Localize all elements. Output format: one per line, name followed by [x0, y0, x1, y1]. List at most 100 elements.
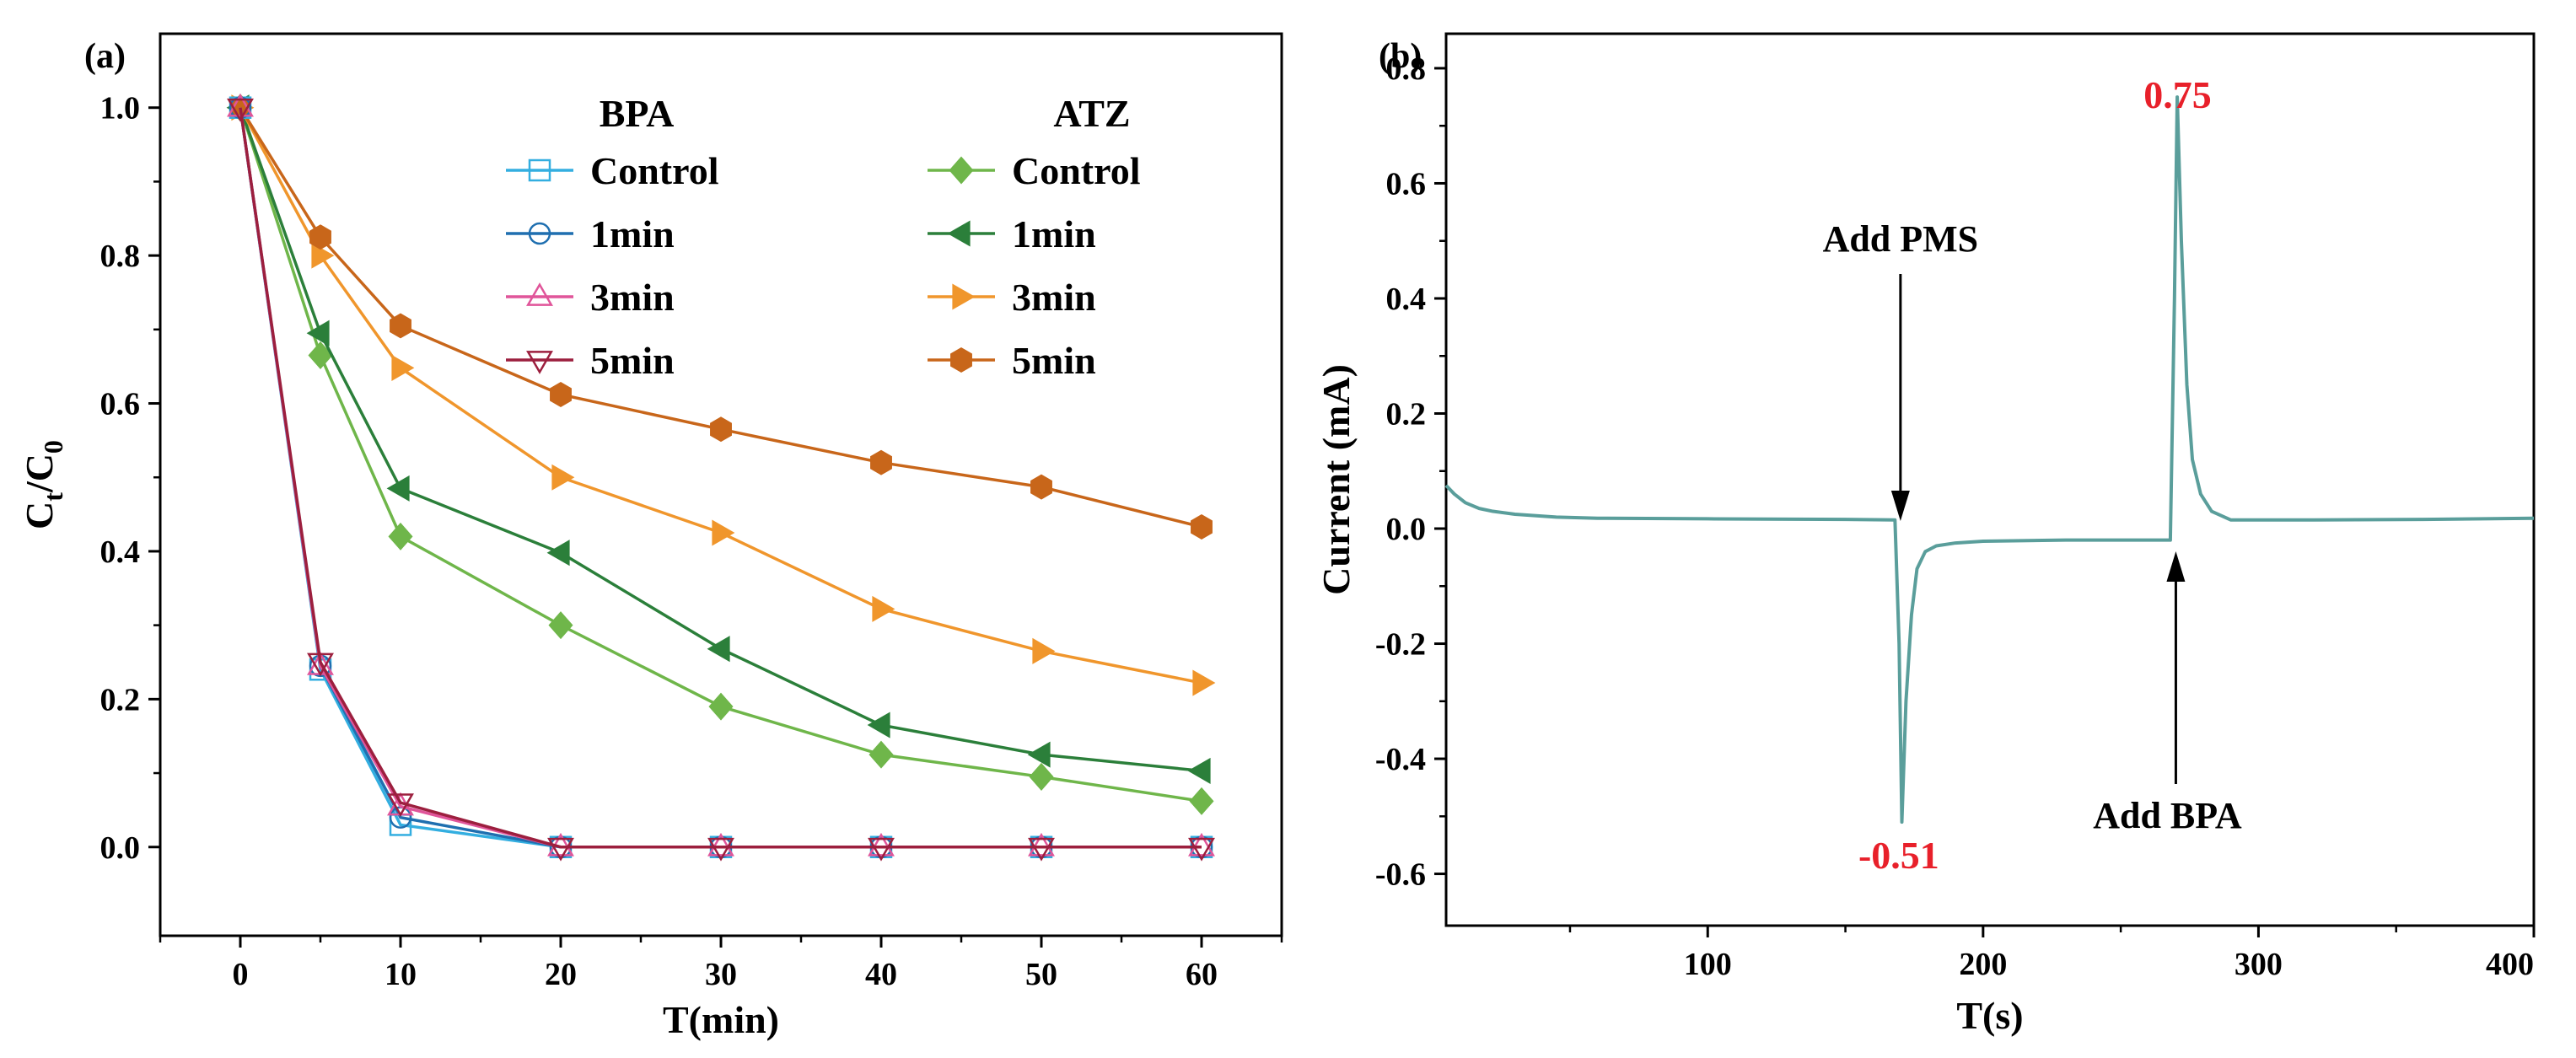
- legend-marker: [949, 156, 974, 185]
- y-tick-label: 0.2: [1386, 397, 1427, 432]
- data-point: [708, 692, 734, 721]
- panel-a-chart: (a) 0.0 0.2 0.4 0.6 0.8 1.0 0 10 20 30 40 50 60 BPA…: [18, 32, 1283, 1041]
- data-point: [1028, 837, 1055, 862]
- data-point: [1029, 762, 1054, 791]
- data-point: [387, 793, 414, 818]
- panel-b-frame: [1444, 32, 2536, 927]
- panel-a-label: (a): [84, 37, 126, 76]
- legend-marker: [526, 351, 553, 374]
- max-value-label: 0.75: [2143, 73, 2212, 116]
- data-point: [546, 540, 570, 567]
- x-tick-label: 10: [385, 957, 417, 992]
- data-point: [308, 341, 333, 370]
- series-line-atz-control: [239, 107, 1202, 803]
- panel-b-y-axis-title: Current (mA): [1315, 364, 1358, 595]
- panel-a-x-axis-title: T(min): [663, 998, 779, 1041]
- data-point: [311, 242, 335, 269]
- add-pms-arrow-head: [1890, 491, 1910, 521]
- legend-entry: 3min: [590, 276, 675, 319]
- y-tick-label: 0.8: [100, 239, 141, 274]
- data-point: [227, 98, 254, 122]
- legend-marker: [947, 220, 971, 247]
- y-tick-label: -0.4: [1375, 742, 1426, 777]
- data-point: [710, 416, 732, 443]
- data-point: [1187, 757, 1211, 784]
- ylabel-slash: /C: [18, 454, 61, 493]
- panel-b-series: [1444, 95, 2535, 824]
- y-tick-label: 0.4: [1386, 282, 1427, 317]
- y-tick-label: 0.6: [1386, 166, 1427, 201]
- y-tick-label: 0.0: [100, 830, 141, 866]
- y-tick-label: 1.0: [100, 91, 141, 126]
- data-point: [306, 320, 330, 346]
- series-line-bpa-5min: [239, 107, 1202, 849]
- panel-b-y-ticks: -0.6 -0.4 -0.2 0.0 0.2 0.4 0.6 0.8: [1375, 51, 1446, 893]
- x-tick-label: 50: [1025, 957, 1057, 992]
- data-point: [868, 832, 895, 857]
- data-point: [309, 224, 331, 250]
- data-point: [390, 313, 411, 339]
- data-point: [391, 354, 415, 381]
- panel-b-x-axis-title: T(s): [1956, 994, 2023, 1037]
- data-point: [1032, 637, 1056, 664]
- data-point: [867, 712, 890, 738]
- ylabel-sub-0: 0: [38, 440, 68, 454]
- y-tick-label: 0.6: [100, 387, 141, 422]
- data-point: [872, 595, 895, 622]
- panel-b-label: (b): [1379, 37, 1422, 76]
- x-tick-label: 20: [545, 957, 577, 992]
- ylabel-sub-t: t: [38, 492, 68, 502]
- x-tick-label: 0: [233, 957, 249, 992]
- series-line-atz-1min: [239, 107, 1202, 773]
- panel-b-x-ticks: 100 200 300 400: [1568, 926, 2536, 982]
- panel-b-annotations: Add PMS Add BPA -0.51 0.75: [1823, 73, 2242, 877]
- legend-entry: Control: [590, 149, 719, 192]
- data-point: [869, 740, 894, 769]
- panel-a-legend: BPA Control 1min 3min 5min ATZ Control 1min 3min…: [506, 92, 1141, 382]
- legend-marker: [528, 158, 551, 182]
- min-value-label: -0.51: [1858, 834, 1939, 877]
- data-point: [1192, 669, 1216, 696]
- data-point: [1191, 514, 1213, 540]
- y-tick-label: 0.0: [1386, 512, 1427, 547]
- current-trace: [1444, 95, 2535, 824]
- legend-group-title-atz: ATZ: [1053, 92, 1130, 135]
- data-point: [307, 653, 334, 677]
- add-bpa-label: Add BPA: [2093, 795, 2242, 836]
- data-point: [1189, 787, 1214, 815]
- panel-a-x-ticks: 0 10 20 30 40 50 60: [159, 936, 1283, 992]
- panel-b-chart: (b) -0.6 -0.4 -0.2 0.0 0.2 0.4 0.6 0.8 100 200 30…: [1315, 32, 2536, 1037]
- data-point: [550, 382, 572, 407]
- data-point: [1027, 741, 1051, 768]
- data-point: [1030, 474, 1052, 500]
- legend-entry: 3min: [1012, 276, 1096, 319]
- data-point: [386, 475, 410, 502]
- legend-group-title-bpa: BPA: [600, 92, 675, 135]
- ylabel-main: C: [18, 502, 61, 529]
- legend-entry: 1min: [1012, 212, 1096, 255]
- x-tick-label: 300: [2235, 947, 2283, 982]
- data-point: [1188, 837, 1215, 862]
- data-point: [1028, 832, 1055, 857]
- data-point: [707, 837, 734, 862]
- data-point: [707, 832, 734, 857]
- panel-a-y-ticks: 0.0 0.2 0.4 0.6 0.8 1.0: [100, 91, 160, 866]
- legend-marker: [528, 222, 551, 245]
- data-point: [712, 519, 735, 546]
- y-tick-label: 0.2: [100, 682, 141, 717]
- y-tick-label: -0.2: [1375, 627, 1426, 663]
- y-tick-label: 0.4: [100, 534, 141, 570]
- data-point: [547, 837, 574, 862]
- data-point: [1188, 832, 1215, 857]
- series-line-atz-5min: [239, 106, 1202, 529]
- legend-entry: 5min: [1012, 339, 1096, 382]
- legend-marker: [526, 282, 553, 306]
- legend-entry: 5min: [590, 339, 675, 382]
- data-point: [870, 449, 892, 475]
- x-tick-label: 400: [2486, 947, 2534, 982]
- add-bpa-arrow-head: [2166, 551, 2186, 582]
- legend-entry: 1min: [590, 212, 675, 255]
- data-point: [551, 464, 575, 491]
- data-point: [707, 636, 730, 663]
